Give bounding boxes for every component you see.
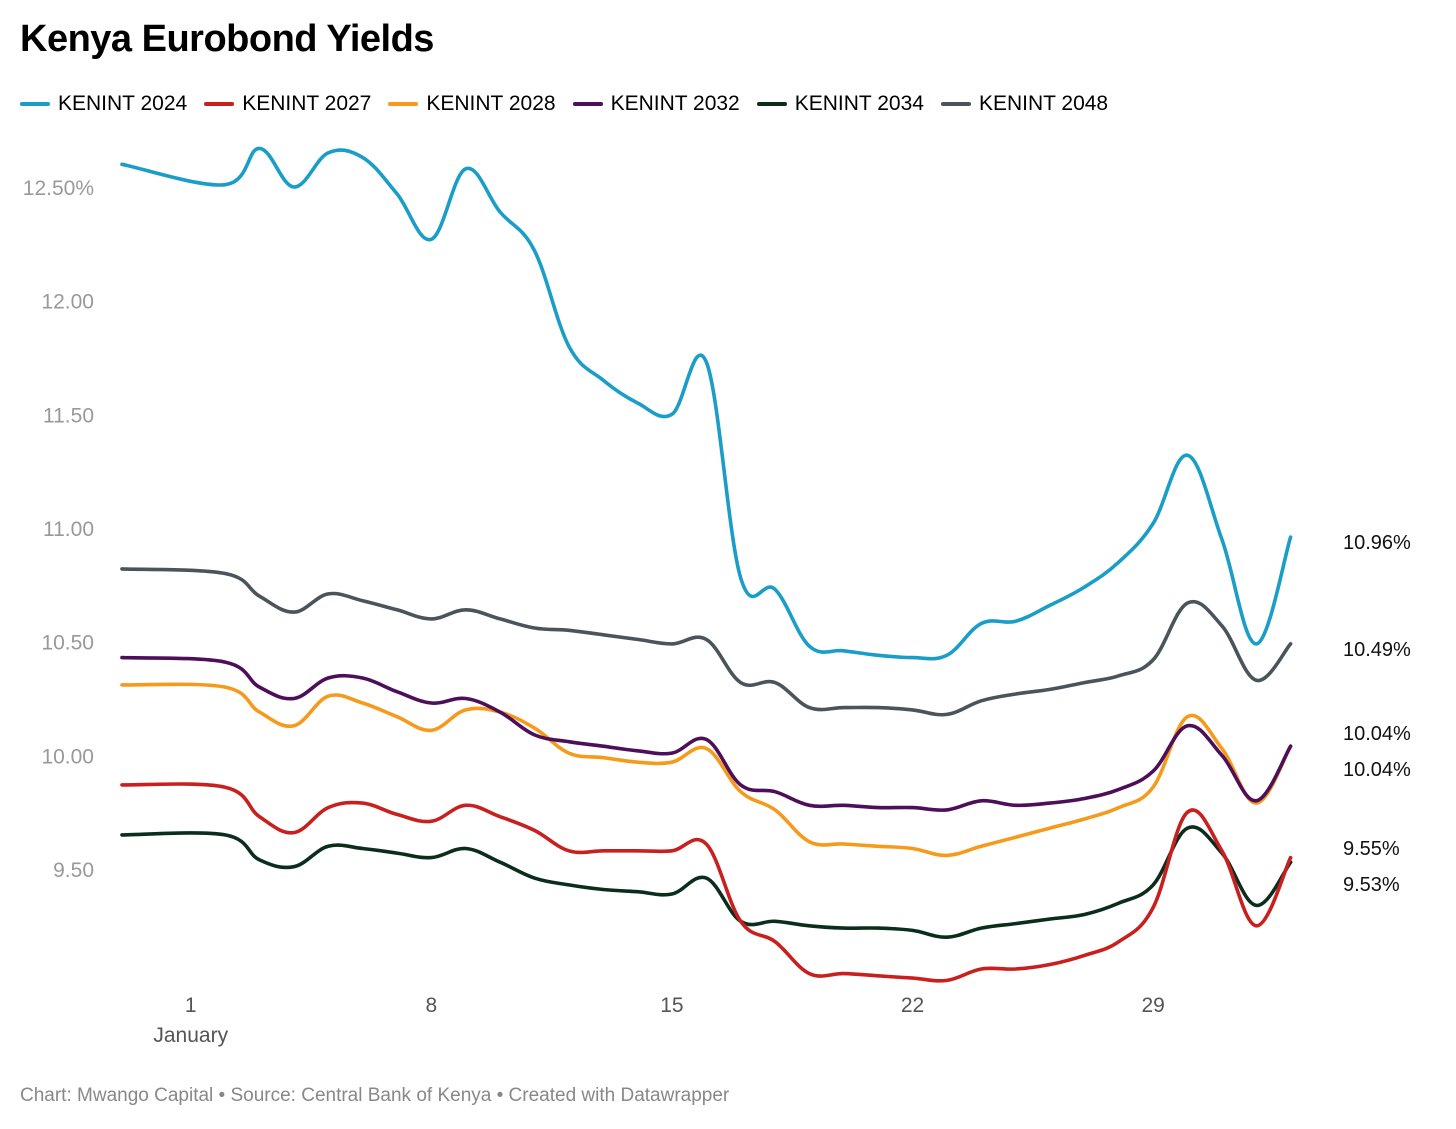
legend-swatch [940, 102, 971, 106]
end-value-label: 9.53% [1343, 874, 1400, 896]
legend-label: KENINT 2027 [242, 92, 372, 115]
x-tick-label: 1 [185, 994, 197, 1017]
legend-swatch [204, 102, 235, 106]
legend-label: KENINT 2032 [610, 92, 740, 115]
series-line [120, 567, 1293, 717]
legend-label: KENINT 2028 [426, 92, 556, 115]
x-tick-label: 8 [425, 994, 437, 1017]
x-tick-label: 15 [660, 994, 683, 1017]
legend-swatch [388, 102, 419, 106]
x-tick-label: 22 [901, 994, 924, 1017]
end-value-label: 10.49% [1343, 639, 1411, 661]
y-tick-label: 12.00 [41, 291, 94, 314]
x-tick-label: 29 [1141, 994, 1164, 1017]
y-tick-label: 12.50% [23, 177, 94, 200]
x-axis-month-label: January [153, 1024, 228, 1047]
series-line [120, 782, 1293, 983]
y-tick-label: 11.50 [43, 404, 94, 427]
y-tick-label: 11.00 [43, 518, 94, 541]
chart-legend: KENINT 2024 KENINT 2027 KENINT 2028 KENINT … [20, 92, 1125, 116]
end-value-label: 10.04% [1343, 723, 1411, 745]
legend-item: KENINT 2028 [388, 92, 556, 116]
legend-label: KENINT 2034 [794, 92, 924, 115]
legend-item: KENINT 2032 [572, 92, 740, 116]
legend-swatch [756, 102, 787, 106]
end-value-label: 10.96% [1343, 532, 1411, 554]
series-line [120, 146, 1293, 661]
series-line [120, 682, 1293, 858]
chart-footer: Chart: Mwango Capital • Source: Central … [20, 1085, 730, 1106]
chart-title: Kenya Eurobond Yields [20, 18, 434, 60]
legend-item: KENINT 2027 [204, 92, 371, 116]
legend-swatch [20, 102, 50, 106]
legend-item: KENINT 2034 [756, 92, 924, 116]
end-labels: 10.96% 10.49% 10.04% 10.04% 9.55% 9.53% [1343, 532, 1411, 896]
legend-label: KENINT 2024 [58, 92, 188, 115]
y-tick-label: 9.50 [53, 859, 94, 882]
end-value-label: 9.55% [1343, 838, 1400, 860]
end-value-label: 10.04% [1343, 759, 1411, 781]
y-axis: 12.50% 12.00 11.50 11.00 10.50 10.00 9.50 [23, 177, 94, 882]
legend-label: KENINT 2048 [978, 92, 1109, 115]
legend-item: KENINT 2048 [940, 92, 1109, 116]
y-tick-label: 10.50 [41, 632, 94, 655]
x-axis: 1 8 15 22 29 January [153, 994, 1164, 1047]
legend-item: KENINT 2024 [20, 92, 187, 116]
series-lines [120, 146, 1293, 983]
y-tick-label: 10.00 [41, 745, 94, 768]
series-line [120, 655, 1293, 812]
legend-swatch [572, 102, 603, 106]
